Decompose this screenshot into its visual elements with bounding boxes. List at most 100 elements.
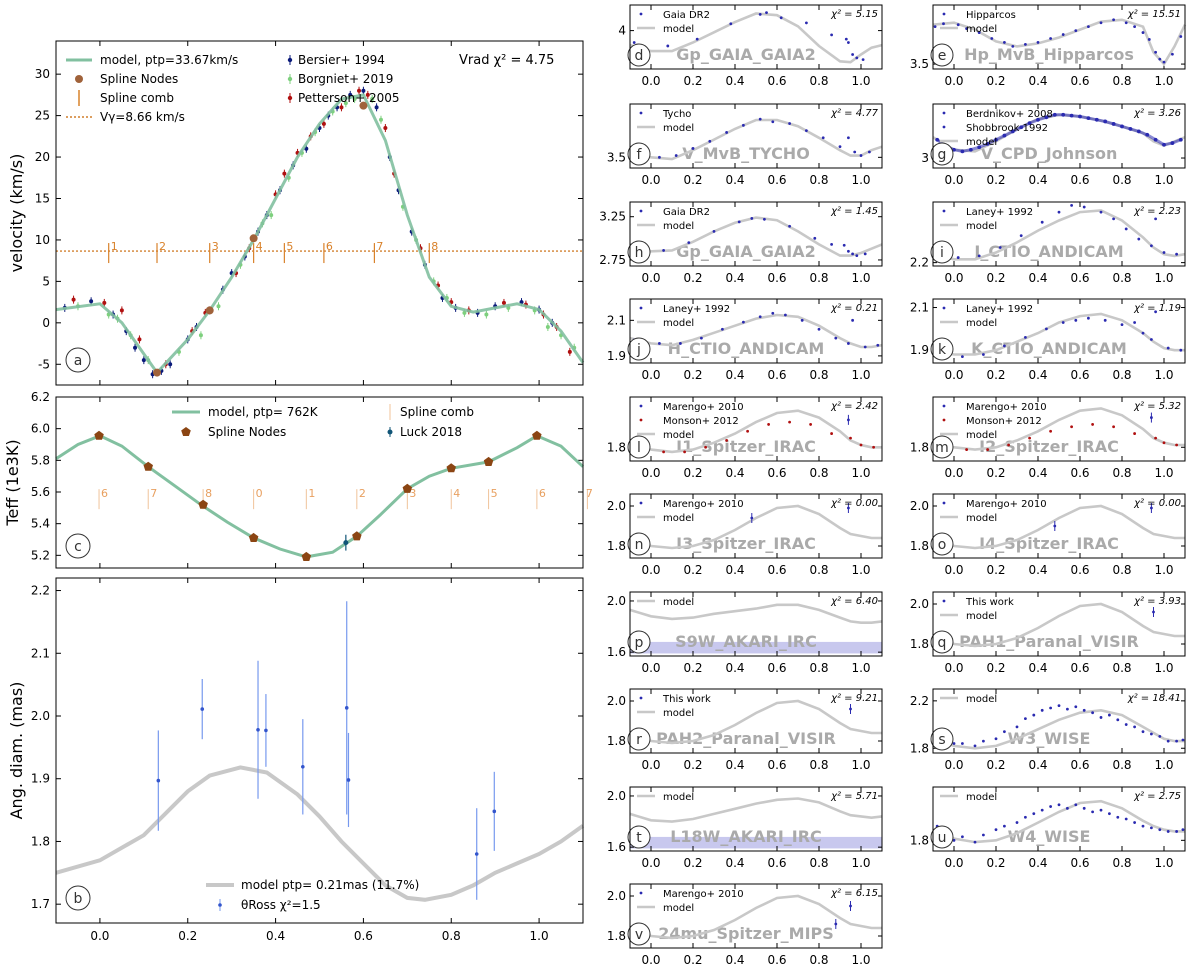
x-tick-label: 0.0 bbox=[944, 368, 963, 382]
photometry-point bbox=[1116, 718, 1120, 722]
diameter-point bbox=[344, 706, 349, 710]
photometry-point bbox=[863, 345, 867, 349]
y-tick-label: 1.8 bbox=[910, 833, 929, 847]
legend-label: Petterson+ 2005 bbox=[298, 91, 400, 105]
photometry-model-curve bbox=[629, 894, 882, 940]
y-tick-label: 30 bbox=[35, 67, 50, 81]
x-tick-label: 0.6 bbox=[1070, 856, 1089, 870]
x-tick-label: 0.4 bbox=[725, 563, 744, 577]
legend-label: model, ptp=33.67km/s bbox=[100, 53, 238, 67]
photometry-model-curve bbox=[629, 409, 882, 454]
spline-comb-label: 4 bbox=[453, 487, 460, 500]
legend-label: model bbox=[966, 430, 997, 441]
x-tick-label: 0.4 bbox=[725, 173, 744, 187]
legend-label: Marengo+ 2010 bbox=[663, 889, 744, 900]
panel-f-frame bbox=[629, 103, 883, 169]
velocity-fit-chi2: Vrad χ² = 4.75 bbox=[459, 53, 554, 68]
y-tick-label: 15 bbox=[35, 191, 50, 205]
photometry-point bbox=[990, 37, 994, 40]
photometry-point bbox=[800, 318, 804, 322]
x-tick-label: 0.2 bbox=[683, 466, 702, 480]
photometry-point bbox=[1150, 826, 1153, 830]
chi2-label: χ² = 15.51 bbox=[1127, 9, 1181, 20]
panel-s-frame bbox=[932, 688, 1186, 754]
photometry-point bbox=[1049, 706, 1052, 710]
y-axis-label: velocity (km/s) bbox=[7, 154, 26, 273]
photometry-point bbox=[986, 448, 989, 451]
chi2-label: χ² = 1.45 bbox=[830, 206, 878, 217]
x-tick-label: 0.8 bbox=[809, 953, 828, 967]
legend-point-swatch bbox=[942, 209, 946, 213]
velocity-point bbox=[137, 337, 142, 342]
photometry-point bbox=[1074, 803, 1078, 807]
filter-band bbox=[630, 836, 882, 849]
band-label: 24mu_Spitzer_MIPS bbox=[658, 924, 834, 943]
x-tick-label: 1.0 bbox=[1154, 661, 1173, 675]
photometry-point bbox=[813, 236, 817, 240]
photometry-point bbox=[1166, 739, 1170, 743]
photometry-point bbox=[1162, 60, 1166, 64]
chi2-label: χ² = 3.93 bbox=[1133, 596, 1181, 607]
velocity-point bbox=[71, 297, 76, 302]
photometry-point bbox=[1166, 346, 1170, 350]
band-label: I4_Spitzer_IRAC bbox=[979, 534, 1119, 553]
y-tick-label: 2.2 bbox=[910, 694, 929, 708]
photometry-model-curve bbox=[932, 602, 1185, 648]
panel-letter-r: r bbox=[636, 732, 642, 748]
panel-letter-c: c bbox=[74, 539, 82, 555]
x-tick-label: 0.4 bbox=[1028, 74, 1047, 88]
panel-k-photometry: 2.1 1.9 0.0 0.2 0.4 0.6 0.8 1.0 K_CTIO_ANDICAM La… bbox=[910, 298, 1186, 382]
x-tick-label: 0.4 bbox=[1028, 271, 1047, 285]
legend-label: model bbox=[663, 318, 694, 329]
x-tick-label: 0.6 bbox=[767, 368, 786, 382]
legend-point-swatch bbox=[218, 903, 222, 907]
photometry-point bbox=[1181, 828, 1185, 832]
photometry-point bbox=[1108, 812, 1111, 816]
panel-h-frame bbox=[629, 201, 883, 267]
photometry-point bbox=[1175, 739, 1178, 743]
x-tick-label: 0.4 bbox=[725, 856, 744, 870]
photometry-point bbox=[847, 342, 850, 345]
photometry-point bbox=[1040, 708, 1044, 712]
panel-letter-v: v bbox=[635, 927, 643, 943]
legend-point-swatch bbox=[942, 125, 946, 129]
band-label: I3_Spitzer_IRAC bbox=[676, 534, 816, 553]
panel-v-frame bbox=[629, 883, 883, 949]
photometry-model-curve bbox=[932, 209, 1186, 261]
photometry-point bbox=[1066, 806, 1069, 810]
photometry-point bbox=[977, 254, 981, 258]
x-tick-label: 0.8 bbox=[809, 758, 828, 772]
velocity-point bbox=[339, 105, 344, 110]
photometry-point bbox=[1150, 338, 1153, 341]
legend-label: Laney+ 1992 bbox=[966, 207, 1033, 218]
x-tick-label: 0.4 bbox=[1028, 466, 1047, 480]
velocity-point bbox=[102, 300, 107, 305]
photometry-point bbox=[1040, 220, 1044, 224]
photometry-point bbox=[1087, 25, 1090, 29]
velocity-point bbox=[269, 213, 274, 218]
legend-label: Marengo+ 2010 bbox=[663, 402, 744, 413]
legend-label: model bbox=[663, 513, 694, 524]
photometry-point bbox=[1049, 805, 1052, 808]
spline-node bbox=[402, 483, 413, 493]
diameter-point bbox=[474, 852, 479, 856]
x-tick-label: 0.0 bbox=[944, 563, 963, 577]
photometry-point bbox=[872, 445, 875, 449]
photometry-point bbox=[834, 336, 838, 340]
x-tick-label: 0.4 bbox=[725, 74, 744, 88]
panel-letter-k-circle bbox=[930, 337, 954, 361]
x-tick-label: 0.6 bbox=[1070, 74, 1089, 88]
legend-label: model ptp= 0.21mas (11.7%) bbox=[241, 878, 419, 892]
x-tick-label: 0.4 bbox=[1028, 173, 1047, 187]
legend-label: Shobbrook 1992 bbox=[966, 123, 1048, 134]
legend-point-swatch bbox=[639, 696, 643, 700]
panel-g-frame bbox=[932, 103, 1186, 169]
photometry-point bbox=[1103, 318, 1107, 322]
x-tick-label: 0.0 bbox=[641, 173, 660, 187]
y-tick-label: 1.8 bbox=[910, 637, 929, 651]
legend-label: Marengo+ 2010 bbox=[966, 402, 1047, 413]
legend-label: Marengo+ 2010 bbox=[663, 499, 744, 510]
photometry-point bbox=[973, 840, 977, 844]
velocity-point bbox=[321, 121, 326, 126]
photometry-point bbox=[1141, 31, 1145, 34]
